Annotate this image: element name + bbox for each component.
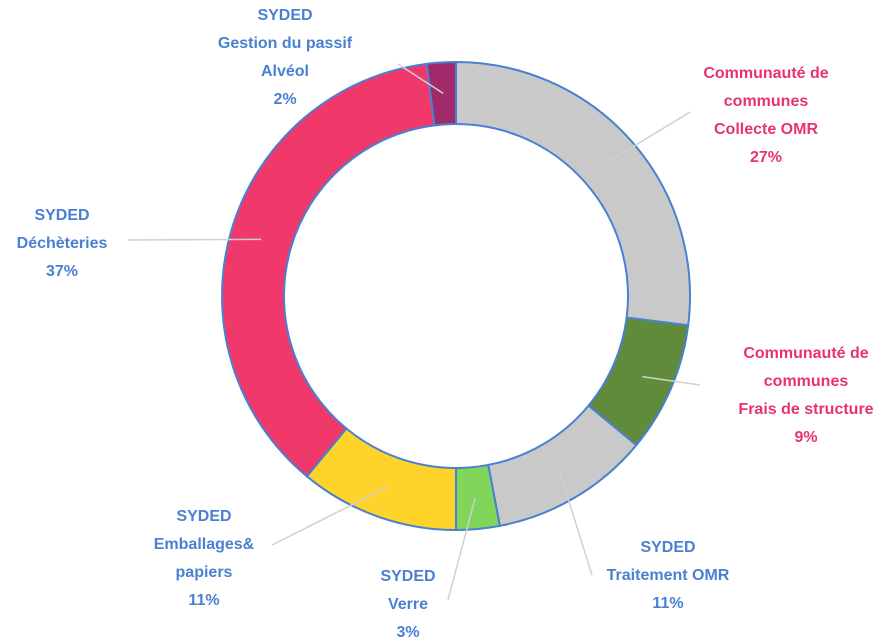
slice-label: SYDED: [640, 539, 695, 556]
slice-label: Alvéol: [261, 63, 309, 80]
slice-label: Traitement OMR: [607, 567, 730, 584]
slice-label: SYDED: [257, 7, 312, 24]
slice-label: Emballages&: [154, 536, 255, 553]
slice-label: SYDED: [176, 508, 231, 525]
slice-label: communes: [764, 373, 849, 390]
donut-slice: [455, 60, 691, 327]
slice-label: Gestion du passif: [218, 35, 353, 52]
slice-label: papiers: [176, 564, 233, 581]
leader-line: [642, 375, 701, 386]
slice-value-label: 11%: [188, 592, 219, 609]
leader-line: [127, 238, 262, 241]
donut-slice: [221, 62, 436, 478]
slice-label: Communauté de: [703, 65, 828, 82]
slice-value-label: 9%: [794, 429, 817, 446]
slice-label: SYDED: [380, 568, 435, 585]
slice-label: Collecte OMR: [714, 121, 818, 138]
leader-line: [447, 497, 476, 601]
leader-line: [607, 111, 691, 163]
slice-value-label: 2%: [273, 91, 296, 108]
leader-line: [558, 470, 593, 576]
slice-label: Déchèteries: [17, 235, 108, 252]
slice-label: communes: [724, 93, 809, 110]
slice-label: Verre: [388, 596, 428, 613]
slice-value-label: 3%: [396, 624, 419, 641]
leader-line: [397, 63, 444, 95]
slice-label: SYDED: [34, 207, 89, 224]
leader-line: [271, 486, 388, 546]
slice-label: Frais de structure: [738, 401, 873, 418]
donut-slice: [425, 60, 457, 127]
slice-value-label: 37%: [46, 263, 78, 280]
slice-label: Communauté de: [743, 345, 868, 362]
slice-value-label: 27%: [750, 149, 782, 166]
slice-value-label: 11%: [652, 595, 683, 612]
